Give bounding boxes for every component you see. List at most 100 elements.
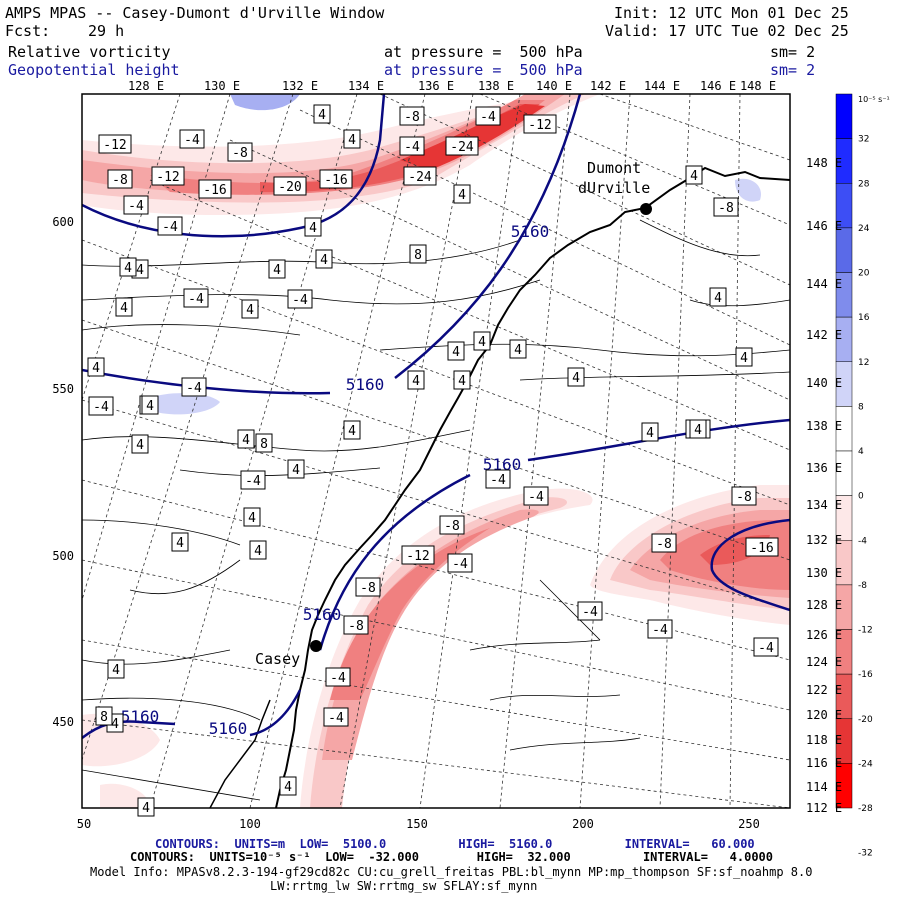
vorticity-contour-label: -16 — [319, 169, 353, 189]
vorticity-label-box — [453, 184, 471, 204]
vorticity-label-box — [313, 104, 331, 124]
vorticity-contour-label: -20 — [273, 176, 307, 196]
vorticity-contour-label: 4 — [268, 259, 286, 279]
field2-level: at pressure = 500 hPa — [384, 61, 583, 79]
bottom-axis-label: 200 — [572, 817, 594, 831]
colorbar-unit: 10⁻⁵ s⁻¹ — [858, 95, 890, 104]
vorticity-contour-label: 4 — [87, 357, 105, 377]
colorbar-tick-label: -28 — [858, 804, 873, 814]
vorticity-contour-label: 4 — [313, 104, 331, 124]
vorticity-contour-label: -8 — [343, 615, 369, 635]
vorticity-label-text: 4 — [142, 801, 150, 816]
vorticity-label-box — [183, 288, 209, 308]
vorticity-label-text: 4 — [646, 426, 654, 441]
vorticity-label-text: 8 — [100, 710, 108, 725]
bottom-axis-label: 50 — [77, 817, 91, 831]
vorticity-label-box — [735, 347, 753, 367]
vorticity-contour-label: -4 — [157, 216, 183, 236]
field1-level: at pressure = 500 hPa — [384, 43, 583, 61]
right-lat-label: 130 E — [806, 566, 842, 580]
vorticity-contour-label: 8 — [409, 244, 427, 264]
vorticity-contour-label: 8 — [255, 433, 273, 453]
right-lat-label: 126 E — [806, 628, 842, 642]
vorticity-label-text: 4 — [136, 438, 144, 453]
vorticity-contour-label: -4 — [523, 486, 549, 506]
field2-name: Geopotential height — [8, 61, 180, 79]
vorticity-label-box — [447, 553, 473, 573]
right-lat-label: 138 E — [806, 419, 842, 433]
vorticity-label-text: -24 — [450, 140, 474, 155]
vorticity-label-box — [709, 287, 727, 307]
field1-name: Relative vorticity — [8, 43, 171, 61]
vorticity-contour-label: 4 — [137, 797, 155, 817]
top-lon-label: 136 E — [418, 79, 454, 93]
vorticity-contour-label: 4 — [453, 370, 471, 390]
vorticity-label-box — [237, 429, 255, 449]
vorticity-label-text: -12 — [528, 118, 551, 133]
height-contour-label: 5160 — [483, 455, 522, 474]
vorticity-label-box — [689, 419, 707, 439]
vorticity-contour-label: 4 — [315, 249, 333, 269]
vorticity-label-text: -16 — [324, 173, 347, 188]
vorticity-label-box — [409, 244, 427, 264]
right-lat-label: 112 E — [806, 801, 842, 815]
vorticity-label-box — [753, 637, 779, 657]
height-contour-label: 5160 — [346, 375, 385, 394]
vorticity-label-text: 4 — [478, 335, 486, 350]
vorticity-contour-label: -8 — [439, 515, 465, 535]
top-lon-label: 148 E — [740, 79, 776, 93]
right-lat-label: 122 E — [806, 683, 842, 697]
vorticity-label-box — [273, 176, 307, 196]
vorticity-label-box — [287, 289, 313, 309]
vorticity-contour-label: -16 — [198, 179, 232, 199]
vorticity-label-box — [647, 619, 673, 639]
vorticity-label-text: -4 — [758, 641, 774, 656]
top-lon-label: 134 E — [348, 79, 384, 93]
vorticity-label-box — [399, 136, 425, 156]
vorticity-label-box — [315, 249, 333, 269]
vorticity-contour-label: 4 — [567, 367, 585, 387]
right-lat-label: 140 E — [806, 376, 842, 390]
vorticity-label-box — [241, 299, 259, 319]
vorticity-label-text: -4 — [452, 557, 468, 572]
vorticity-label-box — [95, 706, 113, 726]
vorticity-label-box — [641, 422, 659, 442]
vorticity-label-box — [577, 601, 603, 621]
vorticity-label-box — [509, 339, 527, 359]
vorticity-contour-label: 4 — [447, 341, 465, 361]
vorticity-label-text: 4 — [740, 351, 748, 366]
vorticity-label-text: -4 — [652, 623, 668, 638]
vorticity-contour-label: -4 — [287, 289, 313, 309]
vorticity-label-box — [731, 486, 757, 506]
vorticity-contour-label: 4 — [287, 459, 305, 479]
vorticity-label-text: 4 — [458, 374, 466, 389]
vorticity-label-box — [403, 166, 437, 186]
vorticity-label-text: 4 — [111, 717, 119, 732]
bottom-axis-label: 250 — [738, 817, 760, 831]
vorticity-label-text: 8 — [260, 437, 268, 452]
vorticity-label-text: -4 — [245, 474, 261, 489]
vorticity-label-text: -4 — [528, 490, 544, 505]
plot-frame — [81, 93, 791, 809]
vorticity-label-text: -4 — [404, 140, 420, 155]
right-lat-label: 134 E — [806, 498, 842, 512]
station-dumont-name: Dumont — [587, 159, 642, 177]
vorticity-label-text: 4 — [284, 780, 292, 795]
vorticity-contour-label: 4 — [509, 339, 527, 359]
vorticity-label-text: -8 — [736, 490, 752, 505]
station-dot-casey — [310, 640, 322, 652]
vorticity-contour-label: 4 — [141, 395, 159, 415]
vorticity-contour-label: -4 — [179, 129, 205, 149]
height-contour-label: 5160 — [121, 707, 160, 726]
vorticity-contour-label: -24 — [403, 166, 437, 186]
left-axis-label: 600 — [52, 215, 74, 229]
vorticity-contour-label: -4 — [753, 637, 779, 657]
vorticity-contour-label: 4 — [473, 331, 491, 351]
vorticity-label-text: 4 — [242, 433, 250, 448]
vorticity-contour-label: -4 — [181, 377, 207, 397]
vorticity-label-text: -4 — [128, 199, 144, 214]
vorticity-label-box — [157, 216, 183, 236]
vorticity-label-box — [141, 395, 159, 415]
height-contour-label: 5160 — [209, 719, 248, 738]
vorticity-contour-label: -4 — [123, 195, 149, 215]
